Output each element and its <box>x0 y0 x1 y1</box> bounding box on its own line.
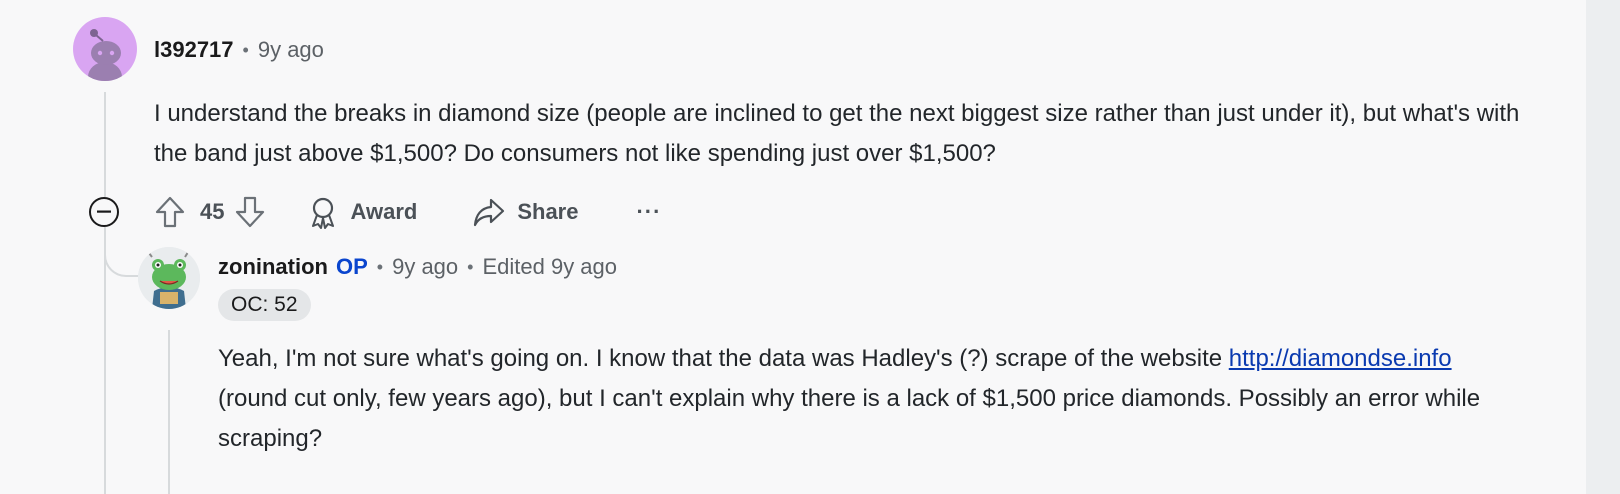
user-flair: OC: 52 <box>218 289 311 321</box>
award-icon <box>312 197 335 229</box>
downvote-icon <box>236 196 265 228</box>
separator-dot: • <box>467 256 474 277</box>
avatar[interactable] <box>73 17 137 81</box>
edited-label: Edited 9y ago <box>482 254 618 279</box>
reply-avatar[interactable] <box>138 247 200 309</box>
op-badge: OP <box>335 254 368 279</box>
frog-avatar-icon <box>138 247 200 309</box>
separator-dot: • <box>242 39 249 60</box>
reply-body-text: (round cut only, few years ago), but I c… <box>218 385 1481 452</box>
more-options-button[interactable]: ··· <box>636 199 662 224</box>
upvote-button[interactable] <box>154 195 186 229</box>
comment-action-bar: 45 Award Share ··· <box>154 195 661 229</box>
reply-meta: zonination OP • 9y ago • Edited 9y ago <box>218 254 617 280</box>
reply-age[interactable]: 9y ago <box>392 254 459 279</box>
comment-age[interactable]: 9y ago <box>257 37 324 62</box>
snoo-avatar-icon <box>88 29 122 81</box>
scrollbar-track[interactable] <box>1586 0 1620 494</box>
comment-username[interactable]: l392717 <box>154 37 234 62</box>
thread-line[interactable] <box>104 92 106 197</box>
thread-connector <box>104 227 142 277</box>
minus-icon <box>97 210 111 213</box>
comment-body: I understand the breaks in diamond size … <box>154 100 1520 167</box>
share-icon <box>474 198 505 227</box>
award-label: Award <box>350 199 418 224</box>
share-label: Share <box>517 199 579 224</box>
upvote-icon <box>155 196 185 228</box>
share-button[interactable]: Share <box>473 197 578 227</box>
downvote-button[interactable] <box>234 195 266 229</box>
separator-dot: • <box>376 256 384 277</box>
diamondse-link[interactable]: http://diamondse.info <box>1228 345 1452 372</box>
reply-username[interactable]: zonination <box>218 254 328 279</box>
reply-body-text: Yeah, I'm not sure what's going on. I kn… <box>218 345 1223 372</box>
thread-line[interactable] <box>104 227 106 494</box>
collapse-thread-button[interactable] <box>89 197 119 227</box>
reply-body: Yeah, I'm not sure what's going on. I kn… <box>218 339 1518 459</box>
vote-score: 45 <box>200 199 225 224</box>
award-button[interactable]: Award <box>308 195 417 229</box>
reply-thread-line[interactable] <box>168 330 170 494</box>
comment-meta: l392717 • 9y ago <box>154 37 324 63</box>
